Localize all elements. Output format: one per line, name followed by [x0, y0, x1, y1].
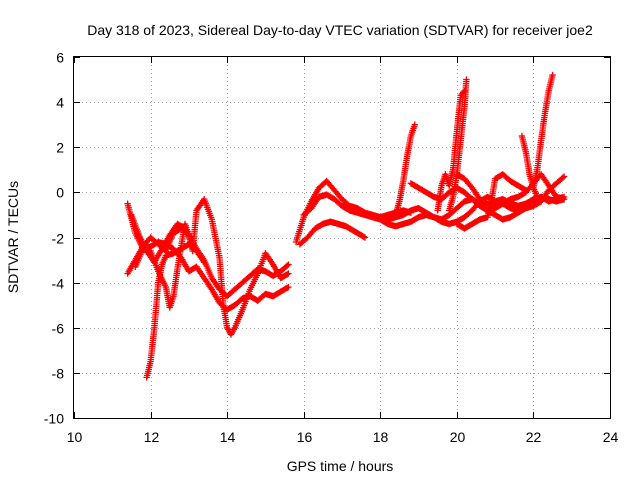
plot-frame — [73, 56, 611, 419]
y-tick-label: 4 — [56, 95, 64, 111]
series-track-15 — [453, 171, 529, 232]
x-tick-label: 24 — [603, 429, 619, 445]
grid — [74, 57, 610, 418]
x-tick-label: 14 — [220, 429, 236, 445]
y-axis-label: SDTVAR / TECUs — [5, 181, 21, 293]
series-track-7 — [296, 218, 369, 248]
y-tick-label: -4 — [52, 276, 65, 292]
x-tick-label: 12 — [144, 429, 160, 445]
series-track-10 — [392, 121, 418, 219]
y-tick-label: -8 — [52, 366, 65, 382]
y-tick-label: -6 — [52, 321, 65, 337]
y-tick-label: -2 — [52, 231, 65, 247]
x-tick-label: 18 — [373, 429, 389, 445]
series-track-4 — [143, 241, 208, 381]
chart-title: Day 318 of 2023, Sidereal Day-to-day VTE… — [87, 22, 593, 38]
series-track-13 — [446, 76, 470, 214]
series-markers — [128, 211, 196, 266]
data-series — [124, 71, 568, 381]
series-markers — [143, 241, 208, 381]
y-tick-label: 2 — [56, 140, 64, 156]
series-markers — [434, 87, 468, 214]
x-tick-label: 16 — [297, 429, 313, 445]
series-track-5 — [128, 211, 196, 266]
x-axis-label: GPS time / hours — [287, 458, 394, 474]
y-tick-label: 0 — [56, 185, 64, 201]
y-tick-label: -10 — [44, 411, 64, 427]
series-markers — [446, 76, 470, 214]
x-tick-label: 22 — [526, 429, 542, 445]
series-track-17 — [530, 71, 556, 192]
series-markers — [453, 171, 529, 232]
series-markers — [296, 218, 369, 248]
x-tick-label: 10 — [67, 429, 83, 445]
y-tick-label: 6 — [56, 50, 64, 66]
x-tick-label: 20 — [450, 429, 466, 445]
series-track-12 — [434, 87, 468, 214]
series-markers — [530, 71, 556, 192]
series-markers — [392, 121, 418, 219]
